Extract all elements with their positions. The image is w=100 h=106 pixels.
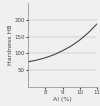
Y-axis label: Hardness HB: Hardness HB bbox=[8, 25, 13, 65]
X-axis label: Al (%): Al (%) bbox=[53, 96, 72, 102]
